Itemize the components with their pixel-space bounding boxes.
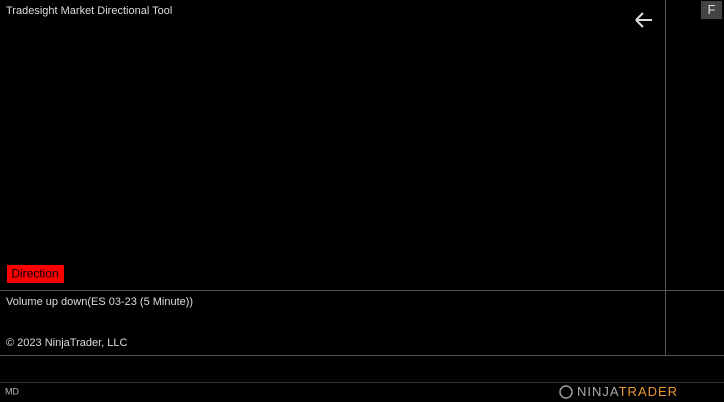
logo-part: TRADER <box>619 384 678 399</box>
annotation: Direction <box>11 267 58 281</box>
copyright: © 2023 NinjaTrader, LLC <box>6 337 127 349</box>
logo-icon <box>559 385 573 399</box>
back-arrow[interactable] <box>635 12 652 28</box>
button-label[interactable]: F <box>708 2 716 17</box>
volume-title: Volume up down(ES 03-23 (5 Minute)) <box>6 296 193 308</box>
status-text: MD <box>5 386 19 396</box>
logo: NINJATRADER <box>577 384 678 399</box>
button[interactable] <box>701 1 722 19</box>
annotation-box <box>7 265 64 283</box>
logo-part: NINJA <box>577 384 619 399</box>
chart-title: Tradesight Market Directional Tool <box>6 5 172 17</box>
